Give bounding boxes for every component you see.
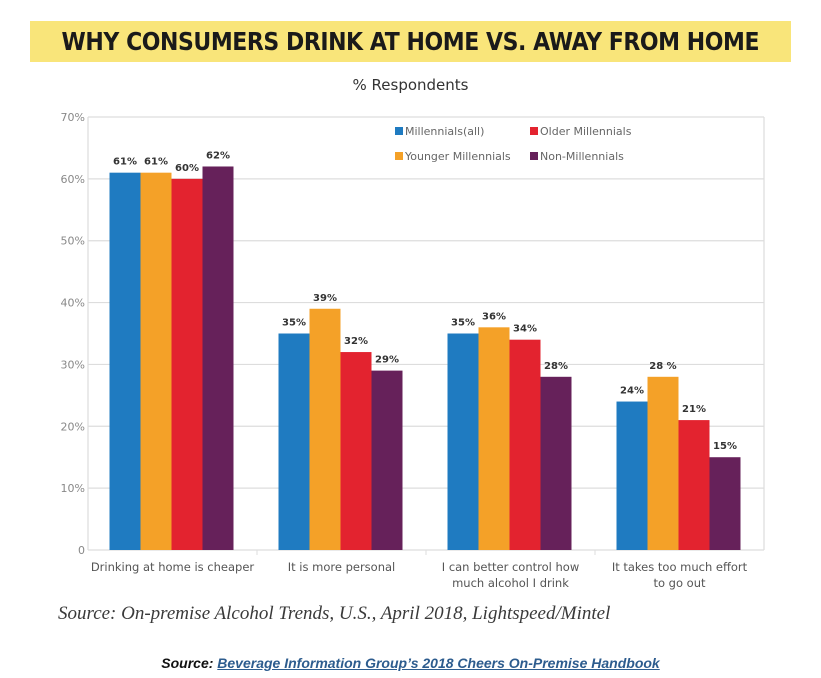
source-prefix: Source: (161, 655, 214, 671)
y-tick-label: 70% (61, 111, 85, 124)
legend-label: Non-Millennials (540, 150, 624, 163)
x-category-label: It takes too much effort (612, 560, 748, 574)
data-label: 34% (513, 324, 537, 335)
bar (340, 352, 372, 550)
y-tick-label: 0 (78, 544, 85, 557)
x-category-label: Drinking at home is cheaper (91, 560, 255, 574)
legend-label: Older Millennials (540, 125, 632, 138)
bar (509, 339, 541, 550)
chart-title: WHY CONSUMERS DRINK AT HOME VS. AWAY FRO… (61, 27, 760, 56)
data-label: 24% (620, 386, 644, 397)
source-attribution: Source: Beverage Information Group’s 201… (0, 655, 821, 671)
legend-swatch (530, 152, 538, 160)
bar (447, 333, 479, 550)
source-link[interactable]: Beverage Information Group’s 2018 Cheers… (217, 655, 660, 671)
legend-label: Millennials(all) (405, 125, 484, 138)
bar (278, 333, 310, 550)
legend-label: Younger Millennials (404, 150, 511, 163)
x-category-label: to go out (653, 576, 706, 590)
y-tick-label: 10% (61, 482, 85, 495)
y-tick-label: 20% (61, 420, 85, 433)
bar (202, 166, 234, 550)
data-label: 29% (375, 355, 399, 366)
data-label: 28 % (649, 361, 676, 372)
data-label: 15% (713, 441, 737, 452)
data-label: 39% (313, 293, 337, 304)
source-note: Source: On-premise Alcohol Trends, U.S.,… (58, 603, 611, 624)
data-label: 35% (451, 318, 475, 329)
y-tick-label: 40% (61, 297, 85, 310)
title-band: WHY CONSUMERS DRINK AT HOME VS. AWAY FRO… (30, 21, 791, 62)
y-tick-label: 60% (61, 173, 85, 186)
y-tick-label: 50% (61, 235, 85, 248)
data-label: 28% (544, 361, 568, 372)
bar (647, 376, 679, 550)
data-label: 61% (113, 157, 137, 168)
legend-swatch (530, 127, 538, 135)
bar (540, 376, 572, 550)
data-label: 36% (482, 311, 506, 322)
bar (678, 420, 710, 550)
legend-swatch (395, 152, 403, 160)
bar (371, 370, 403, 550)
bar (171, 178, 203, 550)
bar-chart: 0 10% 20% 30% 40% 50% 60% 70% 61% 61% 60% 62% Drinki… (61, 111, 765, 590)
x-category-label: much alcohol I drink (452, 576, 569, 590)
chart-subtitle: % Respondents (352, 76, 469, 94)
data-label: 60% (175, 163, 199, 174)
data-label: 32% (344, 336, 368, 347)
x-category-label: I can better control how (442, 560, 579, 574)
data-label: 61% (144, 157, 168, 168)
data-label: 21% (682, 404, 706, 415)
bar (309, 308, 341, 550)
data-label: 35% (282, 318, 306, 329)
legend-swatch (395, 127, 403, 135)
data-label: 62% (206, 150, 230, 161)
bar (109, 172, 141, 550)
x-category-label: It is more personal (288, 560, 396, 574)
y-tick-label: 30% (61, 358, 85, 371)
bar (616, 401, 648, 550)
bar (478, 327, 510, 550)
bar (709, 457, 741, 550)
bar (140, 172, 172, 550)
